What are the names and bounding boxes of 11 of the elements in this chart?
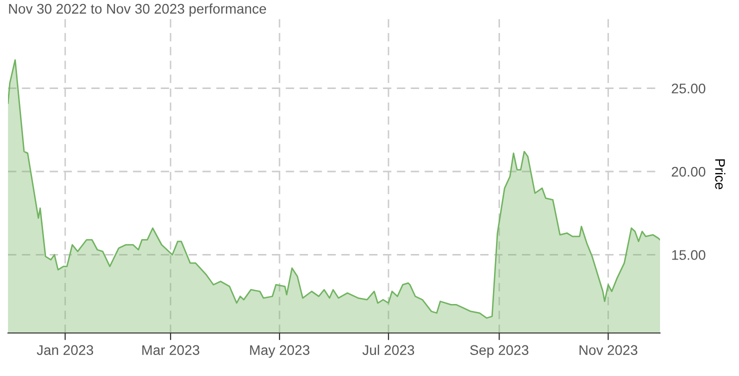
- x-tick-label: Mar 2023: [142, 345, 200, 356]
- x-tick-label: Nov 2023: [580, 345, 638, 356]
- y-axis-title: Price: [715, 159, 726, 190]
- x-tick-label: Jul 2023: [362, 344, 414, 356]
- x-tick-label: Sep 2023: [470, 345, 528, 358]
- y-tick-label: 15.00: [672, 250, 706, 260]
- x-tick-label: Jan 2023: [36, 345, 94, 356]
- x-tick-label: May 2023: [250, 345, 310, 358]
- y-tick-label: 20.00: [672, 166, 706, 177]
- chart-title: Nov 30 2022 to Nov 30 2023 performance: [9, 4, 266, 16]
- y-tick-label: 25.00: [672, 84, 706, 94]
